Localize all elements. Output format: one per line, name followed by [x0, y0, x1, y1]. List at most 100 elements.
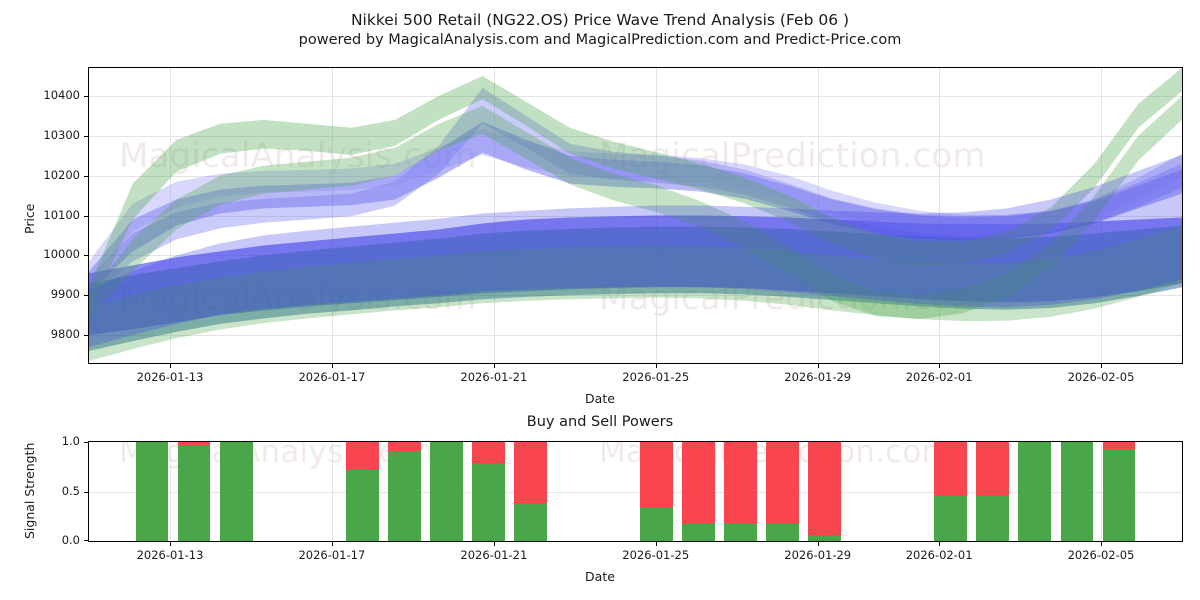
sell-power-bar[interactable]	[682, 442, 715, 525]
gridline-vertical	[817, 68, 819, 363]
signal-x-tick-mark	[655, 542, 657, 546]
signal-y-axis-label: Signal Strength	[22, 442, 37, 539]
price-x-tick-mark	[939, 364, 941, 368]
price-y-tick-mark	[84, 335, 88, 337]
signal-subplot-title: Buy and Sell Powers	[526, 414, 674, 430]
signal-x-tick-label: 2026-01-29	[784, 548, 852, 562]
price-x-tick-label: 2026-01-25	[622, 370, 690, 384]
price-x-tick-label: 2026-01-29	[784, 370, 852, 384]
price-wave-plot-area[interactable]: MagicalAnalysis.com MagicalPrediction.com…	[88, 67, 1183, 364]
buy-power-bar[interactable]	[808, 535, 842, 541]
gridline-vertical	[331, 442, 333, 541]
buy-power-bar[interactable]	[135, 442, 169, 541]
price-y-tick-label: 9800	[50, 327, 80, 342]
signal-x-tick-label: 2026-01-21	[460, 548, 528, 562]
price-y-tick-mark	[84, 95, 88, 97]
signal-y-tick-label: 1.0	[61, 434, 80, 448]
signal-x-tick-mark	[331, 542, 333, 546]
buy-power-bar[interactable]	[429, 442, 463, 541]
signal-x-tick-mark	[493, 542, 495, 546]
signal-x-tick-mark	[817, 542, 819, 546]
price-x-tick-label: 2026-02-05	[1067, 370, 1135, 384]
sell-power-bar[interactable]	[177, 442, 211, 445]
wave-band	[89, 154, 1182, 348]
sell-power-bar[interactable]	[345, 442, 379, 470]
sell-power-bar[interactable]	[387, 442, 421, 451]
wave-band	[89, 225, 1182, 362]
price-x-axis-label: Date	[585, 391, 615, 406]
sell-power-bar[interactable]	[471, 442, 505, 463]
buy-power-bar[interactable]	[724, 524, 757, 541]
buy-power-bar[interactable]	[976, 495, 1010, 541]
gridline-vertical	[939, 68, 941, 363]
gridline-vertical	[655, 68, 657, 363]
price-x-tick-mark	[331, 364, 333, 368]
sell-power-bar[interactable]	[724, 442, 757, 525]
price-y-tick-label: 10100	[43, 207, 80, 222]
signal-y-tick-mark	[84, 442, 88, 444]
price-x-tick-mark	[1101, 364, 1103, 368]
price-y-tick-label: 10400	[43, 87, 80, 102]
page-title: Nikkei 500 Retail (NG22.OS) Price Wave T…	[350, 11, 850, 29]
gridline-vertical	[169, 442, 171, 541]
page-subtitle: powered by MagicalAnalysis.com and Magic…	[298, 32, 902, 48]
wave-band	[89, 225, 1182, 352]
sell-power-bar[interactable]	[976, 442, 1010, 496]
sell-power-bar[interactable]	[934, 442, 968, 497]
wave-band	[89, 68, 1182, 312]
signal-x-tick-mark	[1101, 542, 1103, 546]
gridline-horizontal	[89, 335, 1182, 337]
price-y-tick-label: 9900	[50, 287, 80, 302]
sell-power-bar[interactable]	[1102, 442, 1136, 449]
buy-power-bar[interactable]	[345, 469, 379, 541]
gridline-vertical	[493, 68, 495, 363]
signal-x-axis-label: Date	[585, 569, 615, 584]
sell-power-bar[interactable]	[766, 442, 800, 525]
sell-power-bar[interactable]	[808, 442, 842, 536]
buy-power-bar[interactable]	[682, 524, 715, 541]
price-x-tick-label: 2026-01-17	[298, 370, 366, 384]
gridline-vertical	[169, 68, 171, 363]
signal-y-tick-mark	[84, 540, 88, 542]
buy-power-bar[interactable]	[1102, 448, 1136, 541]
buy-power-bar[interactable]	[640, 507, 673, 541]
gridline-vertical	[331, 68, 333, 363]
buy-power-bar[interactable]	[1060, 442, 1094, 541]
buy-power-bar[interactable]	[219, 442, 253, 541]
buy-power-bar[interactable]	[766, 524, 800, 541]
sell-power-bar[interactable]	[514, 442, 547, 504]
price-y-tick-label: 10300	[43, 127, 80, 142]
signal-x-tick-label: 2026-02-01	[905, 548, 973, 562]
sell-power-bar[interactable]	[640, 442, 673, 508]
price-y-axis-label: Price	[22, 203, 37, 234]
gridline-horizontal	[89, 95, 1182, 97]
price-y-tick-mark	[84, 215, 88, 217]
price-y-tick-mark	[84, 135, 88, 137]
signal-y-tick-mark	[84, 491, 88, 493]
signal-x-tick-label: 2026-01-25	[622, 548, 690, 562]
signal-x-tick-mark	[939, 542, 941, 546]
figure-title-block: Nikkei 500 Retail (NG22.OS) Price Wave T…	[0, 10, 1200, 50]
buy-power-bar[interactable]	[387, 450, 421, 541]
signal-x-tick-label: 2026-02-05	[1067, 548, 1135, 562]
buy-power-bar[interactable]	[1018, 442, 1052, 541]
gridline-vertical	[1101, 442, 1102, 541]
price-y-tick-label: 10000	[43, 247, 80, 262]
gridline-horizontal	[89, 491, 1182, 493]
price-x-tick-mark	[493, 364, 495, 368]
price-wave-bands	[89, 68, 1182, 362]
price-x-tick-label: 2026-02-01	[905, 370, 973, 384]
buy-power-bar[interactable]	[471, 462, 505, 541]
price-x-tick-mark	[169, 364, 172, 368]
signal-y-tick-label: 0.0	[61, 533, 80, 547]
wave-band	[89, 128, 1182, 284]
price-x-tick-mark	[655, 364, 657, 368]
buy-power-bar[interactable]	[934, 496, 968, 541]
buy-power-bar[interactable]	[514, 503, 547, 541]
buy-power-bar[interactable]	[177, 444, 211, 541]
price-y-tick-label: 10200	[43, 167, 80, 182]
signal-y-tick-label: 0.5	[61, 483, 80, 498]
signal-x-tick-label: 2026-01-13	[136, 548, 204, 562]
